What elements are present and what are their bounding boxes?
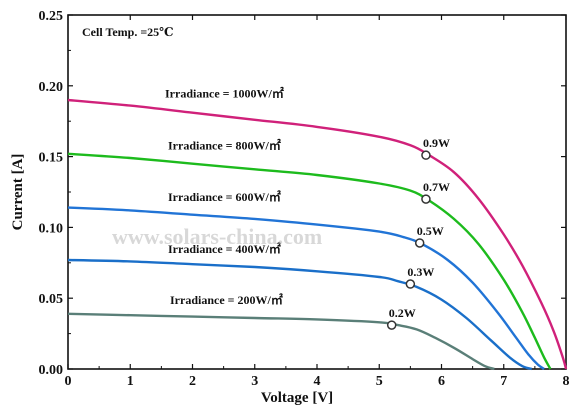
text-group: 0 1 2 3 4 5 6 7 8 0.00 0.05 0.10 0.15 0.20 0.25 Irradia… [39,9,570,389]
max-power-label: 0.3W [407,265,434,279]
y-axis-label: Current [A] [10,154,26,231]
x-tick-label: 3 [251,374,258,389]
x-tick-label: 1 [127,374,134,389]
axes-group [67,14,567,370]
max-power-label: 0.5W [417,224,444,238]
x-tick-label: 6 [438,374,445,389]
x-tick-label: 8 [563,374,570,389]
y-tick-label: 0.25 [39,9,64,24]
series-name-label: Irradiance = 1000W/㎡ [165,86,284,101]
max-power-label: 0.7W [423,180,450,194]
markers-group [386,150,431,330]
y-tick-label: 0.15 [39,151,64,166]
y-tick-label: 0.00 [39,363,64,378]
max-power-point-marker [421,194,431,204]
x-tick-label: 5 [376,374,383,389]
max-power-point-marker [421,150,431,160]
y-tick-label: 0.20 [39,80,64,95]
max-power-point-marker [414,238,425,248]
y-tick-label: 0.05 [39,292,64,307]
x-tick-label: 4 [314,374,321,389]
series-line-4 [67,312,495,371]
x-tick-label: 0 [65,374,72,389]
x-axis-label: Voltage [V] [261,390,333,405]
series-name-label: Irradiance = 400W/㎡ [168,241,281,256]
series-name-label: Irradiance = 200W/㎡ [170,292,283,307]
series-name-label: Irradiance = 600W/㎡ [168,189,281,204]
series-name-label: Irradiance = 800W/㎡ [168,137,281,152]
series-line-0 [67,98,568,370]
y-tick-label: 0.10 [39,221,64,236]
max-power-point-marker [386,320,397,330]
x-tick-label: 7 [500,374,507,389]
x-tick-label: 2 [189,374,196,389]
cell-temp-annotation: Cell Temp. =25℃ [82,25,174,39]
max-power-point-marker [405,279,416,289]
max-power-label: 0.9W [423,136,450,150]
max-power-label: 0.2W [389,306,416,320]
watermark-text: www.solars-china.com [112,224,322,249]
